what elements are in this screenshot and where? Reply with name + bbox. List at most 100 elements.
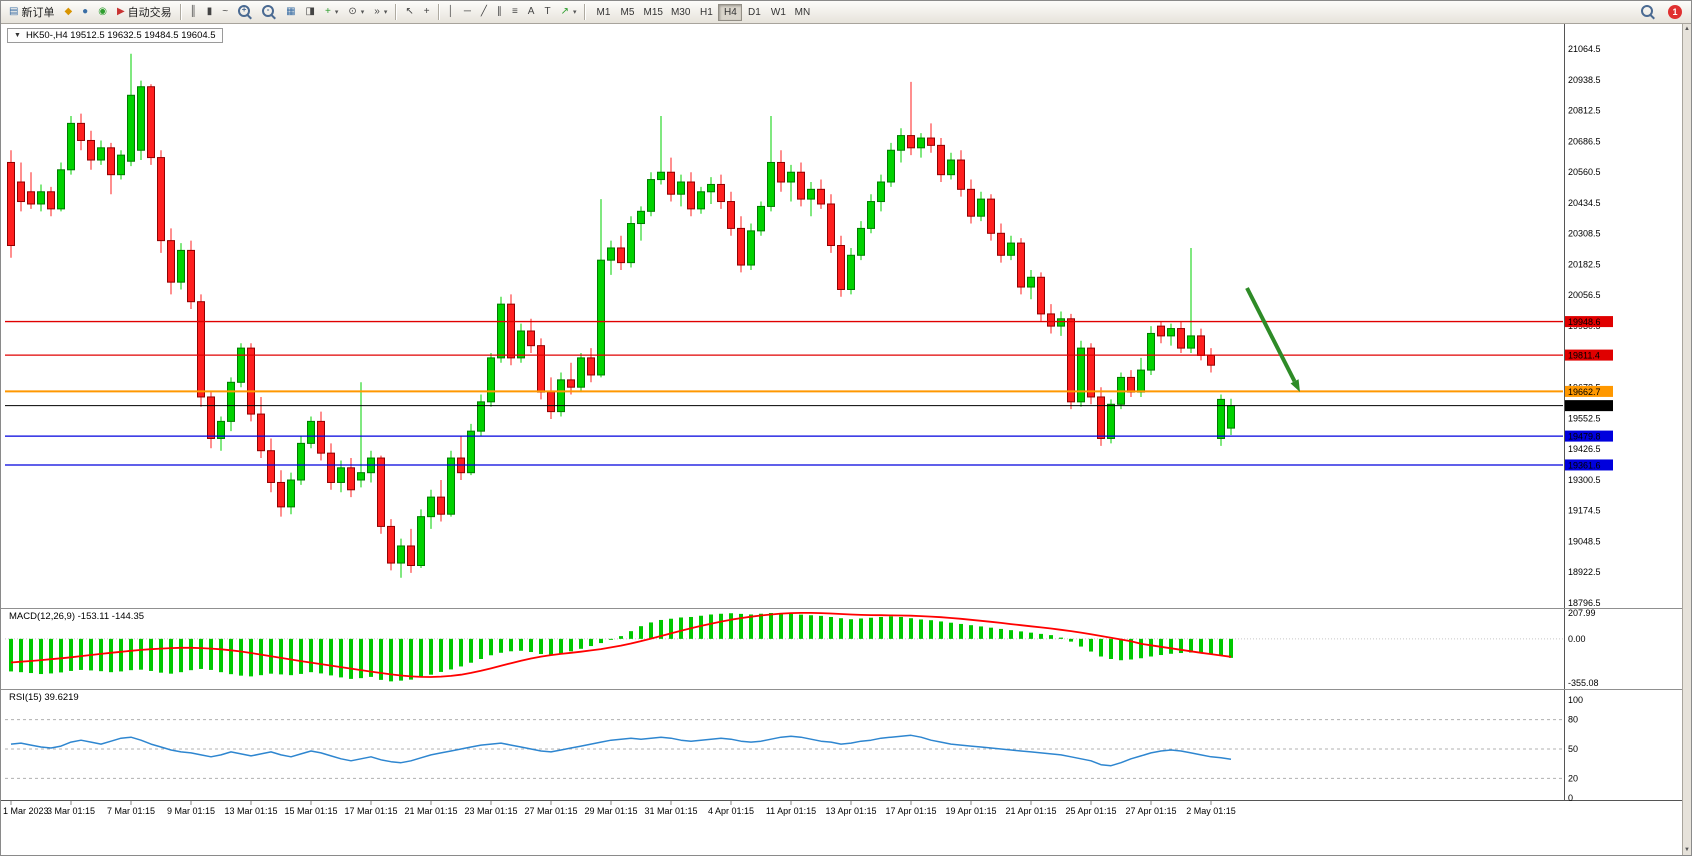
candle [237, 343, 245, 388]
candle [297, 436, 305, 485]
macd-bar [1029, 632, 1033, 639]
candle [67, 116, 75, 175]
timeframe-d1[interactable]: D1 [742, 4, 766, 21]
vertical-scrollbar[interactable]: ▲ ▼ [1682, 24, 1691, 855]
macd-axis-label: 207.99 [1568, 608, 1596, 618]
scroll-up-icon[interactable]: ▲ [1684, 26, 1690, 32]
cascade-windows-button[interactable]: ◨ [302, 3, 319, 22]
macd-bar [849, 619, 853, 639]
time-axis-label: 1 Mar 2023 [3, 806, 49, 816]
candle [177, 243, 185, 290]
macd-bar [739, 613, 743, 639]
macd-bar [1109, 638, 1113, 659]
price-axis-label: 20938.5 [1568, 75, 1601, 85]
notification-badge[interactable]: 1 [1668, 5, 1682, 19]
indicators-button[interactable]: + ▾ [321, 3, 342, 22]
timeframe-m1[interactable]: M1 [591, 4, 615, 21]
price-tag: 19662.7 [1565, 385, 1613, 397]
text-tool-button[interactable]: A [524, 3, 539, 22]
macd-bar [169, 638, 173, 674]
announcement-button[interactable]: ◆ [60, 3, 76, 22]
annotation-arrow[interactable] [1245, 287, 1300, 392]
bar-chart-button[interactable]: ║ [186, 3, 201, 22]
candle [677, 174, 685, 207]
macd-bar [879, 616, 883, 639]
time-axis-label: 2 May 01:15 [1186, 806, 1236, 816]
broadcast-icon: ◉ [98, 6, 107, 17]
macd-bar [839, 618, 843, 639]
candle [117, 150, 125, 180]
price-axis-label: 18922.5 [1568, 567, 1601, 577]
chart-title[interactable]: ▼ HK50-,H4 19512.5 19632.5 19484.5 19604… [7, 28, 223, 43]
timeframe-h1[interactable]: H1 [694, 4, 718, 21]
shapes-tool-button[interactable]: ↗ ▾ [557, 3, 581, 22]
candle [287, 472, 295, 515]
trendline-icon: ╱ [480, 6, 487, 17]
macd-bar [429, 638, 433, 675]
tile-windows-button[interactable]: ▦ [282, 3, 299, 22]
line-chart-button[interactable]: ~ [218, 3, 232, 22]
time-axis-label: 7 Mar 01:15 [107, 806, 155, 816]
new-order-button[interactable]: ▤ 新订单 [5, 3, 58, 22]
macd-bar [79, 638, 83, 670]
price-axis[interactable]: 21064.5 20938.5 20812.5 20686.5 20560.5 20434… [1568, 44, 1601, 608]
macd-bar [789, 613, 793, 639]
svg-text:19361.6: 19361.6 [1568, 460, 1601, 470]
search-button[interactable] [1637, 3, 1659, 22]
macd-bar [359, 638, 363, 679]
timeframe-h4[interactable]: H4 [718, 3, 743, 21]
crosshair-button[interactable]: + [420, 3, 434, 22]
cursor-icon: ↖ [405, 6, 414, 17]
rsi-axis-label: 20 [1568, 773, 1578, 783]
macd-bar [379, 638, 383, 680]
macd-bar [1079, 638, 1083, 647]
zoom-in-button[interactable]: + [234, 3, 256, 22]
candle [37, 184, 45, 212]
candlestick-chart-button[interactable]: ▮ [203, 3, 217, 22]
toolbar-separator [179, 4, 182, 20]
zoom-out-icon: - [262, 5, 275, 17]
timeframe-m5[interactable]: M5 [615, 4, 639, 21]
toolbar-separator [437, 4, 440, 20]
horizontal-line-tool-button[interactable]: ─ [460, 3, 475, 22]
candle [387, 519, 395, 571]
periods-button[interactable]: ⊙ ▾ [344, 3, 368, 22]
candle [807, 182, 815, 217]
new-order-icon: ▤ [9, 6, 19, 17]
candle [1177, 321, 1185, 353]
text-label-tool-button[interactable]: T [540, 3, 554, 22]
timeframe-m30[interactable]: M30 [667, 4, 694, 21]
candle [737, 216, 745, 273]
channel-tool-button[interactable]: ∥ [493, 3, 506, 22]
zoom-out-button[interactable]: - [258, 3, 280, 22]
cursor-button[interactable]: ↖ [401, 3, 417, 22]
templates-button[interactable]: » ▾ [370, 3, 391, 22]
broadcast-button[interactable]: ◉ [94, 3, 111, 22]
timeframe-mn[interactable]: MN [790, 4, 814, 21]
fibonacci-tool-button[interactable]: ≡ [508, 3, 522, 22]
price-axis-label: 20056.5 [1568, 290, 1601, 300]
macd-bar [489, 638, 493, 656]
vertical-line-tool-button[interactable]: │ [444, 3, 458, 22]
trendline-tool-button[interactable]: ╱ [477, 3, 491, 22]
community-button[interactable]: ● [78, 3, 92, 22]
timeframe-w1[interactable]: W1 [766, 4, 790, 21]
macd-bar [889, 616, 893, 639]
macd-bar [1099, 638, 1103, 657]
macd-bar [539, 638, 543, 655]
macd-bar [919, 619, 923, 639]
price-axis-label: 21064.5 [1568, 44, 1601, 54]
candle [447, 450, 455, 517]
timeframe-m15[interactable]: M15 [639, 4, 666, 21]
macd-bar [829, 616, 833, 639]
macd-bar [189, 638, 193, 671]
macd-bar [239, 638, 243, 676]
candle [367, 450, 375, 483]
time-axis-label: 27 Mar 01:15 [524, 806, 577, 816]
time-axis-label: 25 Apr 01:15 [1065, 806, 1116, 816]
autotrade-button[interactable]: ▶ 自动交易 [113, 3, 176, 22]
macd-bar [1049, 635, 1053, 639]
scroll-down-icon[interactable]: ▼ [1684, 847, 1690, 853]
macd-bar [319, 638, 323, 674]
